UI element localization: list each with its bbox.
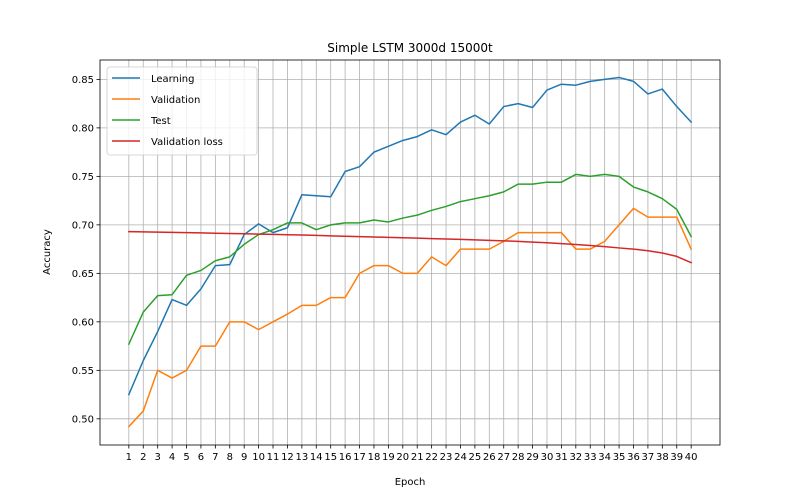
- x-tick-label: 19: [382, 452, 395, 463]
- x-tick-label: 38: [656, 452, 669, 463]
- legend: Learning Validation Test Validation loss: [106, 66, 258, 156]
- series-lines: [127, 76, 693, 428]
- x-tick-label: 34: [598, 452, 611, 463]
- x-tick-label: 2: [140, 452, 146, 463]
- y-tick-label: 0.55: [72, 366, 94, 377]
- series-line-test: [127, 173, 693, 346]
- x-tick-label: 23: [440, 452, 453, 463]
- y-tick-label: 0.80: [72, 123, 94, 134]
- x-tick-label: 12: [281, 452, 294, 463]
- x-tick-label: 17: [353, 452, 366, 463]
- x-tick-label: 39: [670, 452, 683, 463]
- x-tick-label: 5: [183, 452, 189, 463]
- legend-items: Learning Validation Test Validation loss: [112, 74, 223, 148]
- x-tick-label: 15: [324, 452, 337, 463]
- x-tick-label: 7: [212, 452, 218, 463]
- x-tick-label: 20: [396, 452, 409, 463]
- x-tick-label: 26: [483, 452, 496, 463]
- series-line-validation: [127, 207, 693, 428]
- y-tick-label: 0.65: [72, 269, 94, 280]
- legend-box: [106, 66, 258, 156]
- y-tick-label: 0.50: [72, 414, 94, 425]
- legend-label-learning: Learning: [151, 74, 194, 85]
- x-tick-label: 36: [627, 452, 640, 463]
- x-tick-label: 31: [555, 452, 568, 463]
- x-tick-label: 25: [469, 452, 482, 463]
- x-tick-label: 4: [169, 452, 175, 463]
- series-line-learning: [127, 76, 693, 396]
- x-tick-label: 35: [613, 452, 626, 463]
- x-tick-label: 8: [227, 452, 233, 463]
- x-tick-label: 3: [154, 452, 160, 463]
- x-axis-title: Epoch: [395, 477, 426, 488]
- x-tick-label: 16: [339, 452, 352, 463]
- y-tick-label: 0.60: [72, 317, 94, 328]
- series-line-validation-loss: [128, 230, 693, 264]
- x-tick-label: 24: [454, 452, 467, 463]
- y-tick-label: 0.75: [72, 172, 94, 183]
- chart-title: Simple LSTM 3000d 15000t: [327, 41, 493, 55]
- x-tick-label: 11: [267, 452, 280, 463]
- x-tick-label: 27: [497, 452, 510, 463]
- x-tick-label: 28: [512, 452, 525, 463]
- legend-label-validation: Validation: [151, 95, 200, 106]
- x-axis-ticks: 1 2 3 4 5 6 7 8 9 10 11 12 13 14 15 16 17 18 19 20 21 22 23 24 2…: [126, 445, 698, 463]
- plot-area-frame: [99, 59, 721, 446]
- x-tick-label: 33: [584, 452, 597, 463]
- x-tick-label: 32: [569, 452, 582, 463]
- x-tick-label: 18: [368, 452, 381, 463]
- x-tick-label: 14: [310, 452, 323, 463]
- y-axis-title: Accuracy: [42, 229, 53, 275]
- x-tick-label: 6: [198, 452, 204, 463]
- x-tick-label: 21: [411, 452, 424, 463]
- y-axis-ticks: 0.50 0.55 0.60 0.65 0.70 0.75 0.80 0.85: [72, 75, 100, 425]
- x-tick-label: 37: [642, 452, 655, 463]
- y-tick-label: 0.70: [72, 220, 94, 231]
- x-tick-label: 29: [526, 452, 539, 463]
- x-tick-label: 9: [241, 452, 247, 463]
- x-tick-label: 10: [252, 452, 265, 463]
- legend-label-validation-loss: Validation loss: [151, 137, 223, 148]
- x-tick-label: 1: [126, 452, 132, 463]
- y-tick-label: 0.85: [72, 75, 94, 86]
- legend-label-test: Test: [150, 116, 171, 127]
- x-tick-label: 40: [685, 452, 698, 463]
- x-tick-label: 30: [541, 452, 554, 463]
- x-tick-label: 13: [295, 452, 308, 463]
- x-tick-label: 22: [425, 452, 438, 463]
